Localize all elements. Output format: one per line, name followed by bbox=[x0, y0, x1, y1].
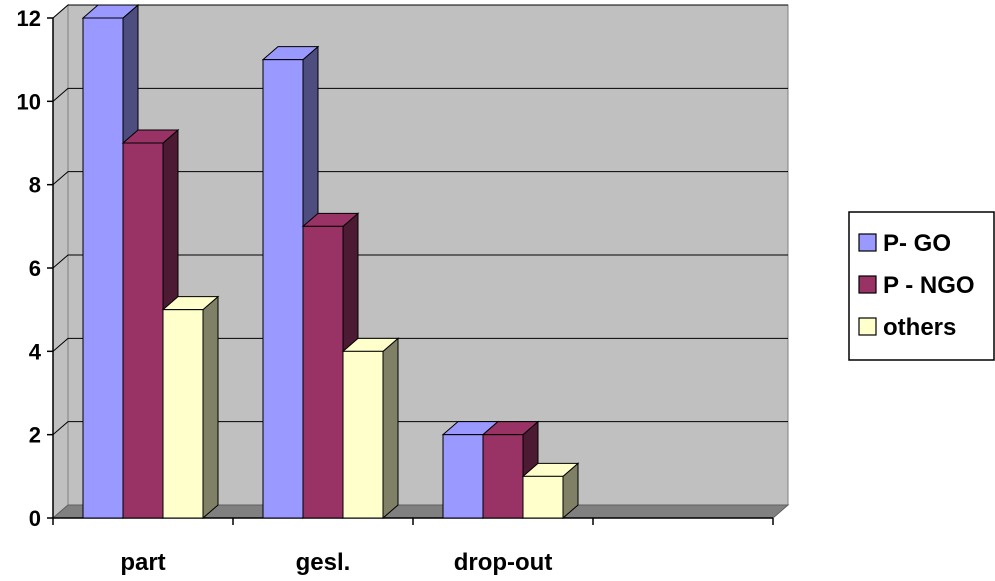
bar bbox=[481, 420, 540, 520]
legend-label: P - NGO bbox=[883, 272, 975, 299]
bar-front bbox=[122, 142, 164, 519]
bar-front bbox=[342, 350, 384, 519]
y-tick-label: 2 bbox=[29, 423, 41, 448]
bar bbox=[341, 337, 400, 520]
bar-front bbox=[162, 309, 204, 519]
bar-front bbox=[302, 225, 344, 519]
legend: P- GO P - NGO others bbox=[848, 211, 995, 361]
gridline bbox=[52, 87, 788, 102]
legend-swatch bbox=[858, 233, 877, 252]
gridline bbox=[52, 171, 788, 186]
bar-front bbox=[262, 59, 304, 519]
y-tick-label: 4 bbox=[29, 339, 42, 364]
legend-swatch bbox=[858, 317, 877, 336]
y-tick-label: 0 bbox=[29, 506, 41, 531]
bar bbox=[521, 462, 580, 520]
bar-front bbox=[442, 434, 484, 519]
legend-swatch bbox=[858, 275, 877, 294]
legend-label: others bbox=[883, 314, 956, 341]
gridline bbox=[52, 421, 788, 436]
y-tick-label: 10 bbox=[17, 89, 41, 114]
gridline bbox=[52, 4, 788, 19]
bar bbox=[161, 295, 220, 520]
bar-side bbox=[202, 295, 219, 520]
gridline bbox=[52, 337, 788, 352]
y-tick-label: 12 bbox=[17, 6, 41, 31]
bar-front bbox=[522, 475, 564, 519]
bar-front bbox=[482, 434, 524, 519]
legend-label: P- GO bbox=[883, 230, 951, 257]
plot-area bbox=[51, 3, 790, 520]
bar-front bbox=[82, 17, 124, 519]
y-tick-label: 8 bbox=[29, 173, 41, 198]
bar-side bbox=[382, 337, 399, 520]
y-tick-label: 6 bbox=[29, 256, 41, 281]
x-tick-label: drop-out bbox=[454, 549, 553, 576]
x-tick-label: gesl. bbox=[296, 549, 351, 576]
bars bbox=[81, 3, 580, 520]
x-tick-label: part bbox=[120, 549, 165, 576]
gridline bbox=[52, 254, 788, 269]
labels: 0 2 4 6 8 10 12 part gesl. drop-out bbox=[17, 6, 553, 576]
